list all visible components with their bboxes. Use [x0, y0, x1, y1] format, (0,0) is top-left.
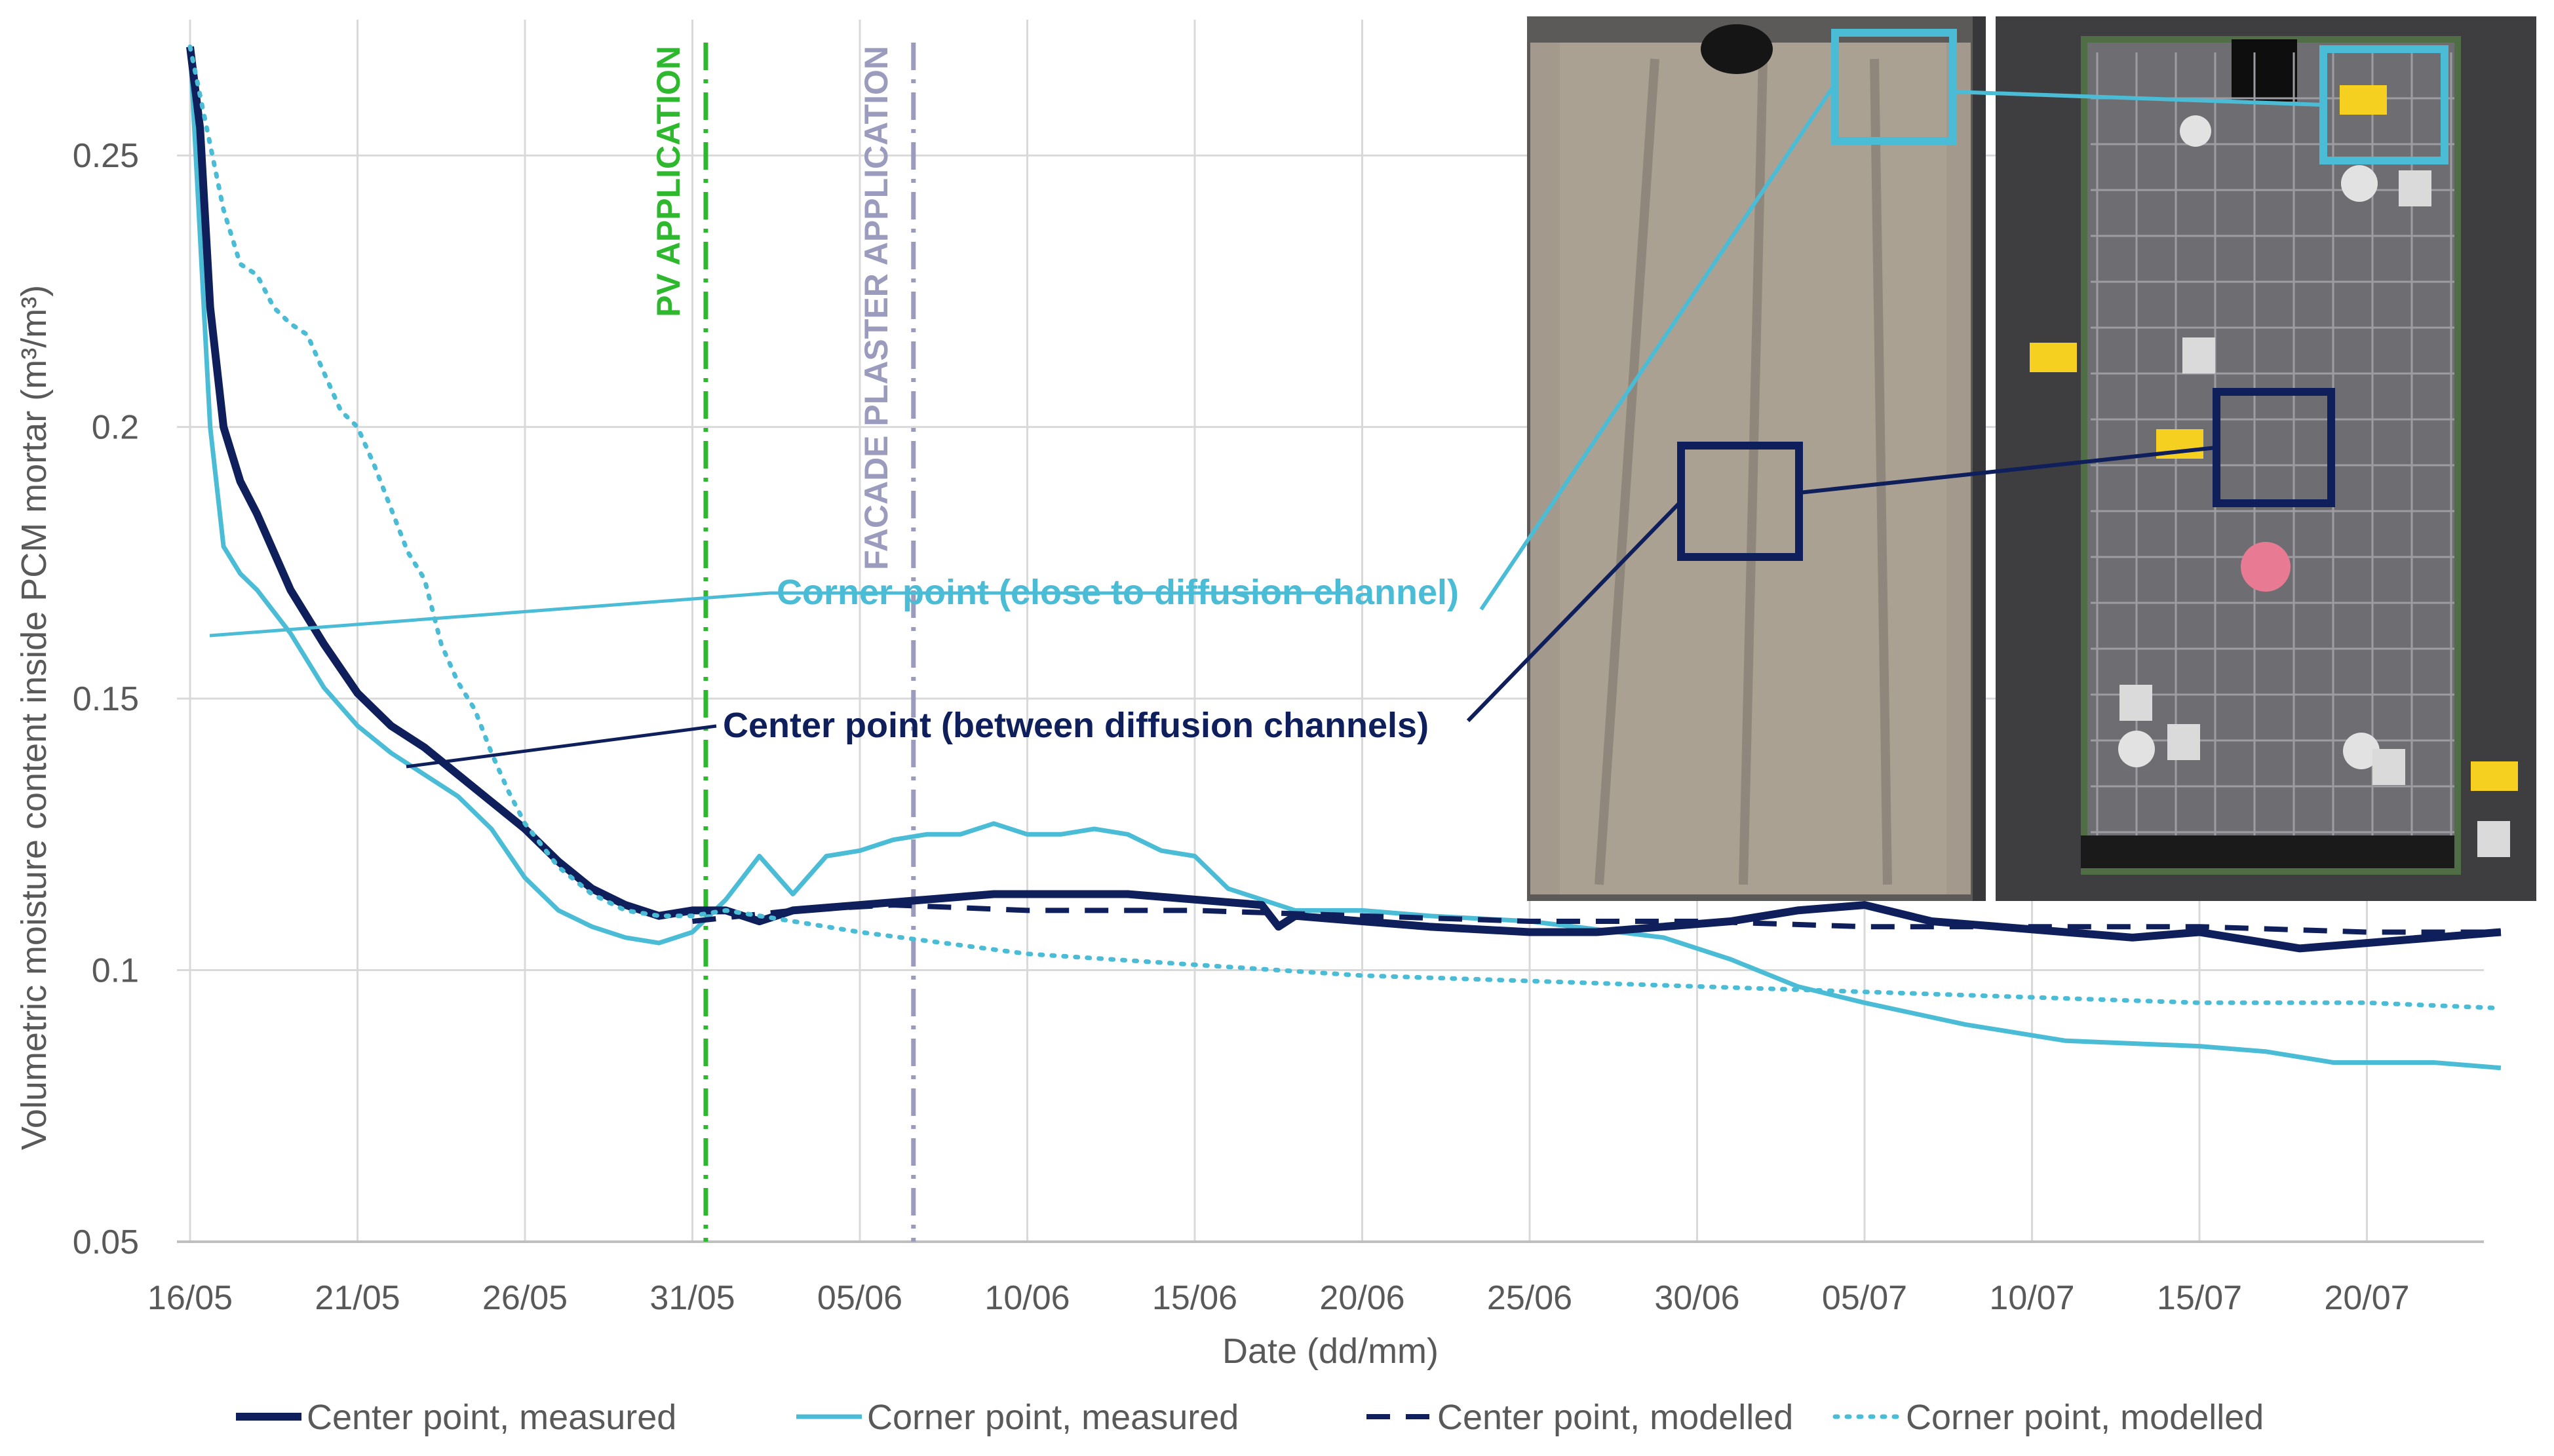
- annotation-corner: Corner point (close to diffusion channel…: [777, 573, 1459, 612]
- x-tick-label: 05/06: [817, 1279, 902, 1317]
- x-tick-label: 30/06: [1654, 1279, 1739, 1317]
- event-markers: PV APPLICATION FACADE PLASTER APPLICATION: [650, 43, 916, 1242]
- y-tick-labels: 0.05 0.1 0.15 0.2 0.25: [73, 137, 139, 1261]
- series-line-3: [187, 44, 2504, 1011]
- x-tick-label: 20/07: [2324, 1279, 2409, 1317]
- legend-label: Corner point, modelled: [1906, 1398, 2264, 1437]
- photo-sensor-grid: [1996, 16, 2536, 901]
- annotation-center: Center point (between diffusion channels…: [723, 706, 1429, 745]
- x-tick-label: 21/05: [315, 1279, 400, 1317]
- x-tick-label: 15/06: [1152, 1279, 1237, 1317]
- x-tick-label: 31/05: [649, 1279, 735, 1317]
- photo-plaster-panel: [1527, 16, 1986, 901]
- legend: Center point, measured Corner point, meas…: [236, 1398, 2264, 1437]
- x-tick-label: 16/05: [147, 1279, 233, 1317]
- magnifier-callouts: [209, 29, 2448, 769]
- series-line-2: [692, 902, 2501, 935]
- x-tick-label: 05/07: [1822, 1279, 1907, 1317]
- legend-label: Center point, measured: [307, 1398, 676, 1437]
- legend-label: Center point, modelled: [1437, 1398, 1793, 1437]
- x-tick-label: 15/07: [2157, 1279, 2242, 1317]
- y-axis-title: Volumetric moisture content inside PCM m…: [14, 285, 54, 1150]
- x-axis-title: Date (dd/mm): [1222, 1331, 1439, 1371]
- x-tick-label: 25/06: [1487, 1279, 1572, 1317]
- x-tick-label: 26/05: [482, 1279, 568, 1317]
- y-tick-label: 0.1: [92, 952, 139, 990]
- event-label: FACADE PLASTER APPLICATION: [858, 46, 895, 570]
- y-tick-label: 0.2: [92, 409, 139, 447]
- x-tick-label: 10/06: [984, 1279, 1070, 1317]
- series-lines: [186, 44, 2504, 1071]
- series-line-1: [187, 47, 2502, 1071]
- legend-label: Corner point, measured: [867, 1398, 1239, 1437]
- y-tick-label: 0.05: [73, 1223, 139, 1261]
- x-tick-label: 10/07: [1989, 1279, 2074, 1317]
- y-tick-label: 0.15: [73, 680, 139, 718]
- x-tick-labels: 16/05 21/05 26/05 31/05 05/06 10/06 15/06 20/06…: [147, 1279, 2410, 1317]
- x-tick-label: 20/06: [1319, 1279, 1404, 1317]
- event-label: PV APPLICATION: [650, 46, 687, 317]
- y-tick-label: 0.25: [73, 137, 139, 175]
